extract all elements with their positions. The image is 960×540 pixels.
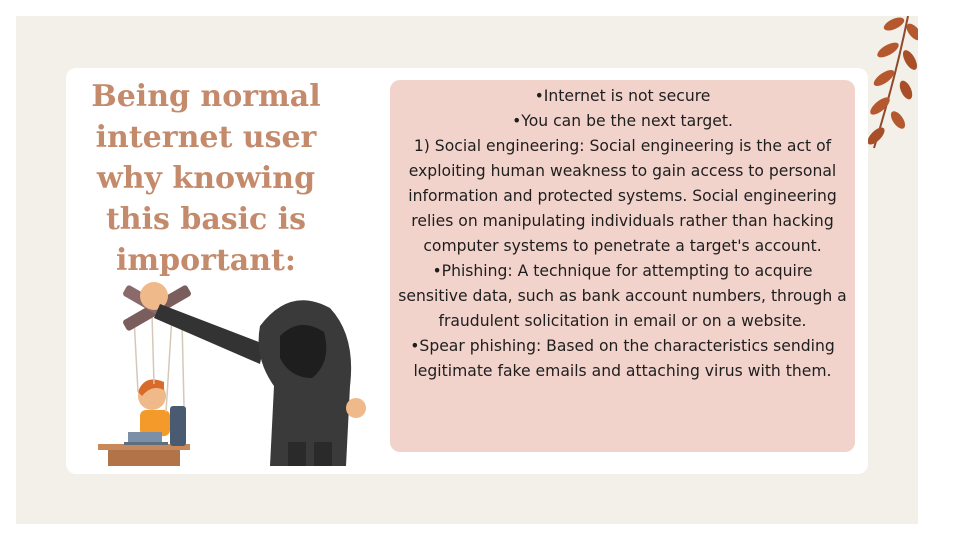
bullet-internet-not-secure: •Internet is not secure: [534, 87, 711, 105]
paragraph-phishing: •Phishing: A technique for attempting to…: [398, 262, 847, 330]
leaf-branch-decoration: [867, 16, 918, 149]
slide: Being normal internet user why knowing t…: [16, 16, 918, 524]
info-text-box: •Internet is not secure •You can be the …: [390, 80, 855, 452]
paragraph-spear-phishing: •Spear phishing: Based on the characteri…: [410, 337, 835, 380]
bullet-next-target: •You can be the next target.: [512, 112, 733, 130]
info-text: •Internet is not secure •You can be the …: [390, 80, 855, 384]
paragraph-social-engineering: 1) Social engineering: Social engineerin…: [408, 137, 837, 255]
slide-heading: Being normal internet user why knowing t…: [91, 79, 321, 278]
puppeteer-illustration: [98, 282, 366, 466]
